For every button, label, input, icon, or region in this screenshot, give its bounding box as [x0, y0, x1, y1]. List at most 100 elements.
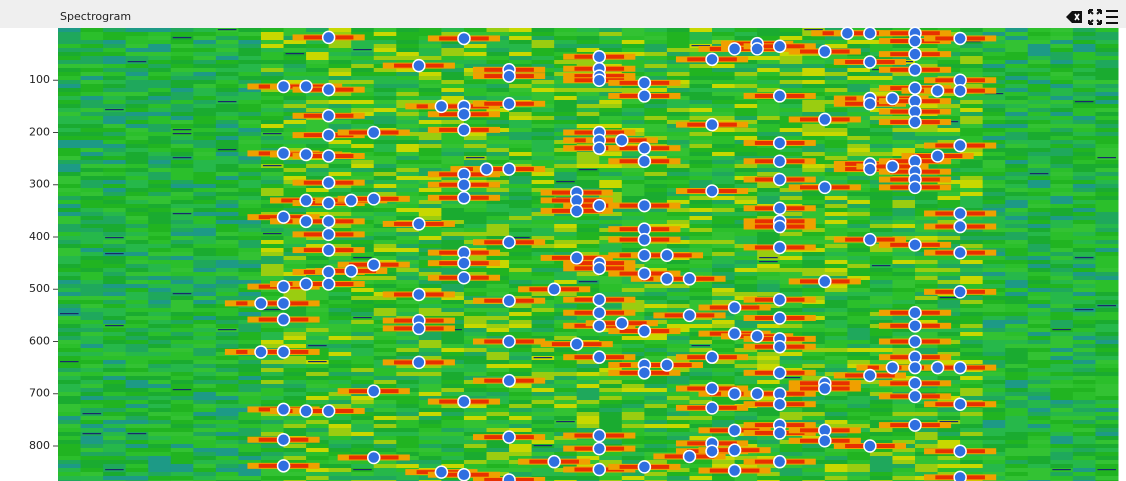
heatmap-cell — [125, 144, 149, 149]
heatmap-cell — [125, 468, 149, 473]
heatmap-cell — [599, 220, 623, 225]
heatmap-cell — [351, 72, 375, 77]
heatmap-cell — [486, 396, 510, 401]
heatmap-cell — [103, 200, 127, 205]
menu-icon[interactable] — [1106, 10, 1118, 24]
heatmap-cell — [599, 416, 623, 421]
heatmap-cell — [960, 264, 984, 269]
heatmap-cell — [824, 72, 848, 77]
heatmap-cell — [170, 452, 194, 457]
heatmap-cell — [892, 436, 916, 441]
heatmap-cell — [463, 324, 488, 329]
heatmap-cell — [621, 32, 645, 37]
heatmap-cell — [306, 172, 330, 177]
heatmap-cell — [847, 196, 871, 201]
heatmap-cell — [554, 464, 578, 469]
heatmap-cell — [1005, 376, 1029, 381]
title-bar — [0, 0, 1126, 28]
heatmap-cell — [689, 432, 713, 437]
heatmap-cell — [982, 296, 1006, 301]
heatmap-cell — [463, 440, 488, 445]
heatmap-cell — [960, 208, 984, 213]
heatmap-cell — [802, 256, 826, 261]
heatmap-cell — [418, 256, 442, 261]
heatmap-cell — [915, 412, 939, 417]
heatmap-cell — [441, 244, 465, 249]
heatmap-cell — [328, 120, 352, 125]
heatmap-cell — [802, 144, 826, 149]
heatmap-cell — [193, 300, 217, 305]
heatmap-cell — [351, 68, 375, 73]
heatmap-cell — [576, 100, 600, 105]
heatmap-cell — [103, 28, 127, 33]
heatmap-cell — [80, 124, 104, 129]
heatmap-cell — [621, 424, 645, 429]
heatmap-cell — [418, 448, 442, 453]
heatmap-cell — [170, 212, 194, 217]
heatmap-cell — [779, 172, 803, 177]
heatmap-cell — [554, 368, 578, 373]
heatmap-cell — [509, 156, 533, 161]
heatmap-cell — [170, 316, 194, 321]
heatmap-cell — [170, 244, 194, 249]
toolbar[interactable] — [1066, 9, 1118, 25]
heatmap-cell — [396, 40, 420, 45]
heatmap-cell — [982, 188, 1006, 193]
heatmap-cell — [757, 292, 781, 297]
heatmap-cell — [937, 460, 961, 465]
clear-icon[interactable] — [1066, 11, 1082, 23]
heatmap-cell — [148, 132, 172, 137]
heatmap-cell — [148, 396, 172, 401]
heatmap-cell — [599, 152, 623, 157]
heatmap-cell — [373, 184, 397, 189]
heatmap-cell — [666, 196, 690, 201]
heatmap-cell — [215, 204, 239, 209]
heatmap-cell — [238, 144, 262, 149]
heatmap-cell — [463, 136, 488, 141]
heatmap-cell — [373, 380, 397, 385]
heatmap-cell — [260, 104, 285, 109]
heatmap-cell — [148, 228, 172, 233]
heatmap-cell — [396, 252, 420, 257]
heatmap-cell — [509, 84, 533, 89]
heatmap-cell — [328, 136, 352, 141]
heatmap-cell — [1005, 448, 1029, 453]
heatmap-cell — [193, 152, 217, 157]
heatmap-cell — [418, 312, 442, 317]
heatmap-cell — [353, 49, 372, 51]
heatmap-cell — [193, 420, 217, 425]
heatmap-cell — [238, 460, 262, 465]
heatmap-cell — [599, 376, 623, 381]
heatmap-cell — [238, 32, 262, 37]
fullscreen-icon[interactable] — [1088, 9, 1102, 25]
heatmap-cell — [373, 444, 397, 449]
heatmap-cell — [531, 108, 555, 113]
heatmap-cell — [260, 188, 285, 193]
heatmap-cell — [283, 52, 307, 57]
heatmap-cell — [215, 32, 239, 37]
heatmap-cell — [824, 284, 848, 289]
heatmap-cell — [1005, 92, 1029, 97]
heatmap-cell — [486, 408, 510, 413]
heatmap-cell — [80, 276, 104, 281]
heatmap-cell — [666, 288, 690, 293]
heatmap-cell — [531, 252, 555, 257]
heatmap-cell — [80, 188, 104, 193]
heatmap-cell — [509, 424, 533, 429]
heatmap-cell — [1005, 464, 1029, 469]
heatmap-cell — [937, 104, 961, 109]
heatmap-cell — [396, 88, 420, 93]
heatmap-cell — [80, 40, 104, 45]
heatmap-cell — [892, 116, 916, 121]
heatmap-cell — [80, 96, 104, 101]
heatmap-cell — [486, 60, 510, 65]
heatmap-cell — [576, 112, 600, 117]
heatmap-cell — [328, 60, 352, 65]
heatmap-cell — [892, 468, 916, 473]
heatmap-cell — [148, 208, 172, 213]
heatmap-cell — [779, 144, 803, 149]
heatmap-cell — [689, 116, 713, 121]
heatmap-cell — [869, 452, 893, 457]
heatmap-cell — [418, 140, 442, 145]
heatmap-cell — [869, 328, 893, 333]
